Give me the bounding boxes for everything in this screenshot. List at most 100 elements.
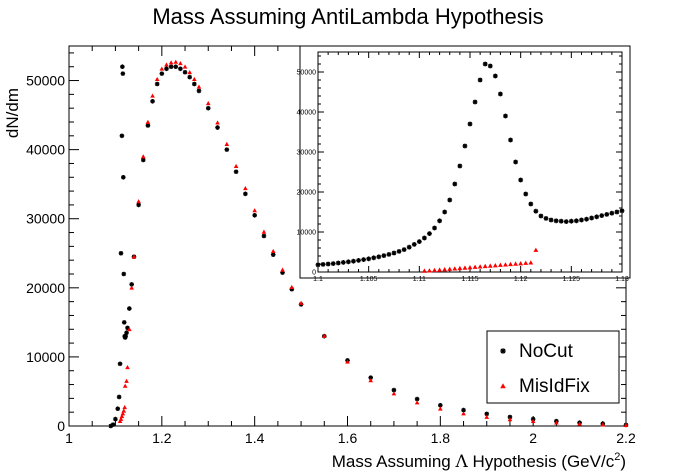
- main-point-nocut: [116, 394, 122, 400]
- main-point-nocut: [164, 66, 169, 72]
- inset-point-nocut: [376, 254, 382, 260]
- legend-marker-misidfix-glyph: [500, 383, 506, 389]
- main-point-misidfix: [391, 391, 397, 396]
- main-point-nocut: [173, 64, 179, 70]
- inset-point-misidfix: [518, 261, 524, 266]
- inset-point-nocut: [467, 121, 473, 127]
- main-point-nocut: [289, 286, 295, 292]
- main-point-misidfix: [122, 405, 127, 410]
- inset-point-nocut: [432, 225, 437, 231]
- inset-point-nocut: [320, 262, 326, 267]
- inset-x-tick-label: 1.1: [313, 276, 323, 283]
- inset-point-misidfix: [533, 247, 539, 252]
- inset-point-nocut: [411, 242, 417, 247]
- legend-marker-misidfix: [500, 383, 506, 389]
- inset-point-nocut: [452, 181, 458, 187]
- main-point-misidfix: [224, 141, 230, 146]
- inset-point-nocut: [533, 208, 539, 214]
- main-point-misidfix: [121, 408, 127, 413]
- inset-point-nocut: [325, 261, 331, 267]
- legend-label-nocut: NoCut: [519, 341, 574, 362]
- main-point-nocut: [120, 64, 125, 70]
- main-point-misidfix: [187, 69, 192, 75]
- inset-point-nocut: [548, 217, 554, 223]
- main-point-nocut: [243, 191, 248, 197]
- inset-point-nocut: [528, 201, 534, 207]
- main-point-nocut: [507, 414, 513, 420]
- main-point-nocut: [154, 81, 160, 87]
- main-x-tick-label: 1.2: [152, 430, 172, 446]
- main-point-misidfix: [345, 359, 350, 364]
- inset-point-nocut: [568, 218, 574, 224]
- inset-point-nocut: [553, 218, 559, 224]
- inset-point-misidfix: [523, 260, 529, 265]
- inset-point-misidfix: [482, 263, 488, 269]
- inset-point-misidfix: [452, 266, 458, 271]
- main-point-misidfix: [136, 199, 141, 204]
- main-point-nocut: [110, 422, 116, 427]
- inset-point-nocut: [356, 258, 361, 263]
- main-point-misidfix: [196, 84, 202, 89]
- inset-point-nocut: [579, 217, 584, 223]
- inset-point-nocut: [381, 253, 387, 258]
- main-point-nocut: [121, 271, 127, 277]
- inset-point-nocut: [492, 73, 498, 79]
- inset-point-nocut: [538, 213, 544, 219]
- main-point-nocut: [484, 411, 490, 417]
- inset-point-nocut: [503, 113, 508, 119]
- inset-point-nocut: [457, 163, 463, 169]
- inset-point-nocut: [609, 210, 615, 216]
- main-point-misidfix: [623, 422, 629, 428]
- inset-point-nocut: [315, 262, 321, 268]
- main-point-misidfix: [125, 364, 130, 370]
- main-point-misidfix: [118, 416, 124, 421]
- inset-x-tick-label: 1.125: [563, 276, 581, 283]
- inset-point-nocut: [462, 143, 468, 149]
- inset-point-nocut: [482, 61, 488, 67]
- inset-point-nocut: [477, 77, 483, 83]
- main-point-misidfix: [554, 420, 559, 425]
- inset-point-nocut: [543, 216, 549, 221]
- main-point-nocut: [261, 233, 267, 239]
- inset-point-nocut: [361, 257, 366, 262]
- main-point-misidfix: [205, 101, 211, 106]
- inset-point-misidfix: [427, 268, 432, 273]
- main-point-misidfix: [122, 383, 128, 388]
- inset-plot: 1.1 1.105 1.11 1.115 1.12 1.125 1.13 0 10000 200…: [297, 45, 631, 283]
- inset-point-misidfix: [442, 267, 448, 272]
- inset-point-nocut: [614, 209, 620, 215]
- main-point-nocut: [187, 74, 192, 80]
- main-point-nocut: [182, 69, 188, 75]
- inset-point-misidfix: [467, 265, 473, 270]
- main-point-misidfix: [154, 76, 160, 82]
- inset-point-misidfix: [422, 268, 427, 273]
- main-y-tick-label: 10000: [26, 349, 65, 365]
- inset-point-misidfix: [457, 265, 463, 271]
- main-point-nocut: [129, 282, 134, 287]
- inset-point-nocut: [498, 91, 503, 97]
- main-point-nocut: [113, 416, 118, 422]
- inset-x-tick-label: 1.105: [360, 276, 378, 283]
- inset-point-nocut: [401, 247, 407, 252]
- inset-point-nocut: [518, 177, 524, 183]
- main-x-tick-label: 1.8: [431, 430, 451, 446]
- inset-point-nocut: [599, 213, 605, 218]
- inset-y-axis: 0 10000 20000 30000 40000 50000: [297, 55, 622, 277]
- inset-x-tick-label: 1.12: [514, 276, 528, 283]
- main-point-misidfix: [131, 254, 137, 259]
- inset-point-misidfix: [513, 261, 518, 266]
- main-point-nocut: [119, 133, 125, 139]
- main-point-misidfix: [289, 284, 295, 289]
- main-point-misidfix: [577, 421, 582, 426]
- main-point-misidfix: [270, 248, 276, 254]
- inset-point-nocut: [563, 219, 569, 224]
- main-point-misidfix: [507, 417, 513, 422]
- main-point-nocut: [118, 250, 124, 256]
- inset-point-nocut: [619, 208, 625, 214]
- main-point-nocut: [124, 330, 129, 336]
- y-axis-label: dN/dm: [3, 88, 22, 138]
- main-x-tick-label: 2.2: [616, 430, 636, 446]
- main-point-nocut: [414, 396, 420, 402]
- main-point-nocut: [252, 212, 257, 218]
